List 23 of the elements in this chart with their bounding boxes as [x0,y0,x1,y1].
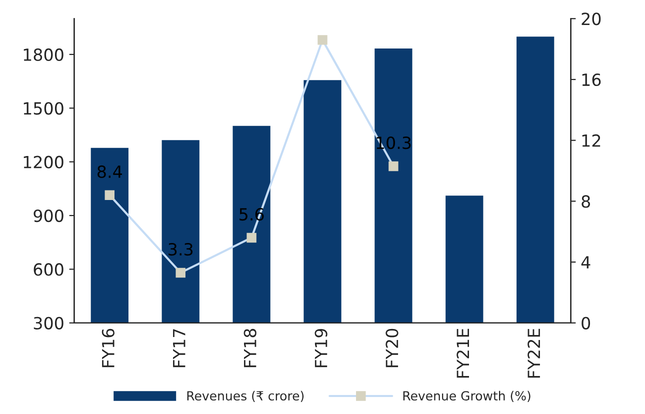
series-label: Revenues (₹ crore) [187,390,304,402]
data-label: 8.4 [98,165,122,178]
x-tick-label: FY22E [528,328,540,378]
y2-tick-label: 20 [582,12,601,26]
y2-tick-label: 16 [582,73,601,86]
data-label: 3.3 [168,242,193,256]
legend-label: Revenue Growth (%) [403,390,530,402]
y2-tick-label: 12 [582,134,600,147]
y2-tick-label: 8 [582,195,590,208]
x-tick-label: FY18 [244,328,256,368]
y2-tick-label: 4 [581,256,590,268]
x-tick-label: FY20 [386,328,398,368]
y-tick-label: 1200 [24,156,64,168]
x-tick-label: FY19 [314,328,328,368]
x-tick-label: FY21E [456,328,469,378]
x-tick-label: FY17 [173,329,186,368]
y-tick-label: 1500 [24,102,64,115]
y-tick-label: 900 [34,209,64,222]
y-tick-label: 600 [34,263,64,276]
y-tick-label: 1800 [24,48,64,61]
x-tick-label: FY16 [102,328,114,368]
y2-tick-label: 0 [582,316,590,330]
y-tick-label: 300 [34,316,64,330]
